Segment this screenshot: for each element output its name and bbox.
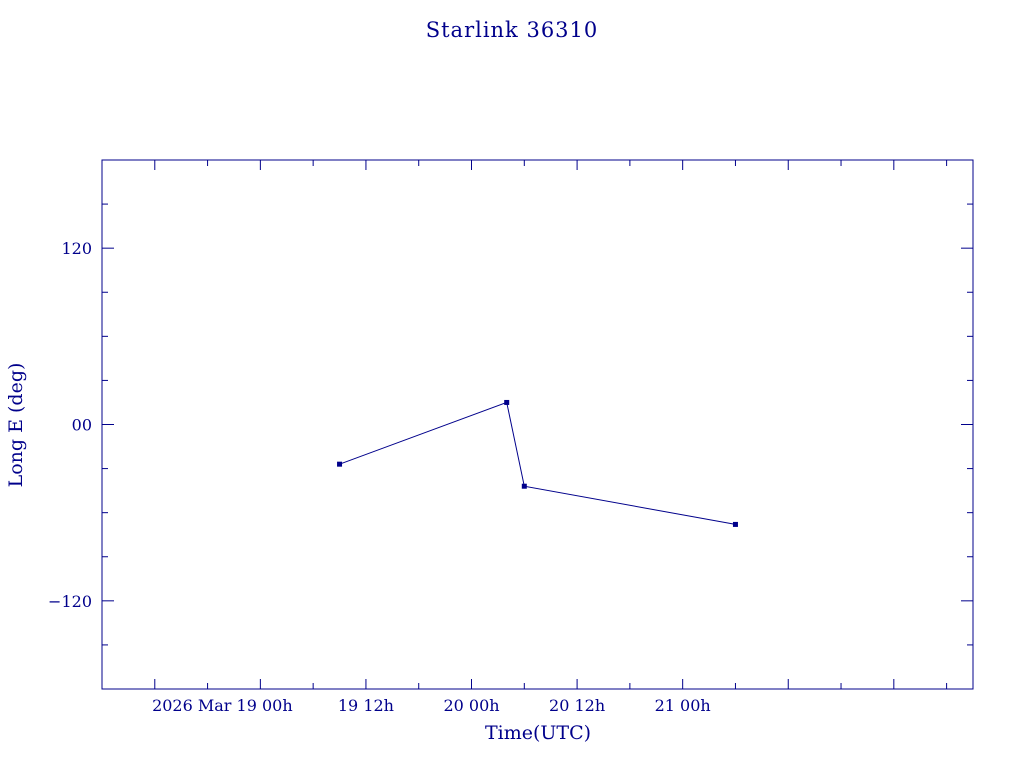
y-axis-label: Long E (deg)	[5, 363, 27, 488]
x-tick-label: 20 00h	[443, 696, 499, 715]
x-axis-label: Time(UTC)	[485, 722, 591, 744]
plot-frame	[101, 159, 974, 690]
data-point	[732, 521, 738, 527]
data-point	[504, 399, 510, 405]
y-tick-labels: 120 00 −120	[48, 239, 92, 611]
x-tick-label: 2026 Mar 19 00h	[152, 696, 293, 715]
data-point	[337, 461, 343, 467]
tick-marks	[102, 160, 973, 689]
x-tick-label: 21 00h	[655, 696, 711, 715]
chart-title: Starlink 36310	[426, 18, 599, 42]
x-tick-labels: 2026 Mar 19 00h 19 12h 20 00h 20 12h 21 00h	[152, 696, 711, 715]
y-tick-label: 00	[72, 416, 92, 435]
data-point	[521, 483, 527, 489]
series-line	[339, 401, 736, 525]
data-markers	[337, 399, 738, 527]
x-tick-label: 20 12h	[549, 696, 605, 715]
y-tick-label: −120	[48, 592, 92, 611]
x-tick-label: 19 12h	[338, 696, 394, 715]
y-tick-label: 120	[61, 239, 92, 258]
